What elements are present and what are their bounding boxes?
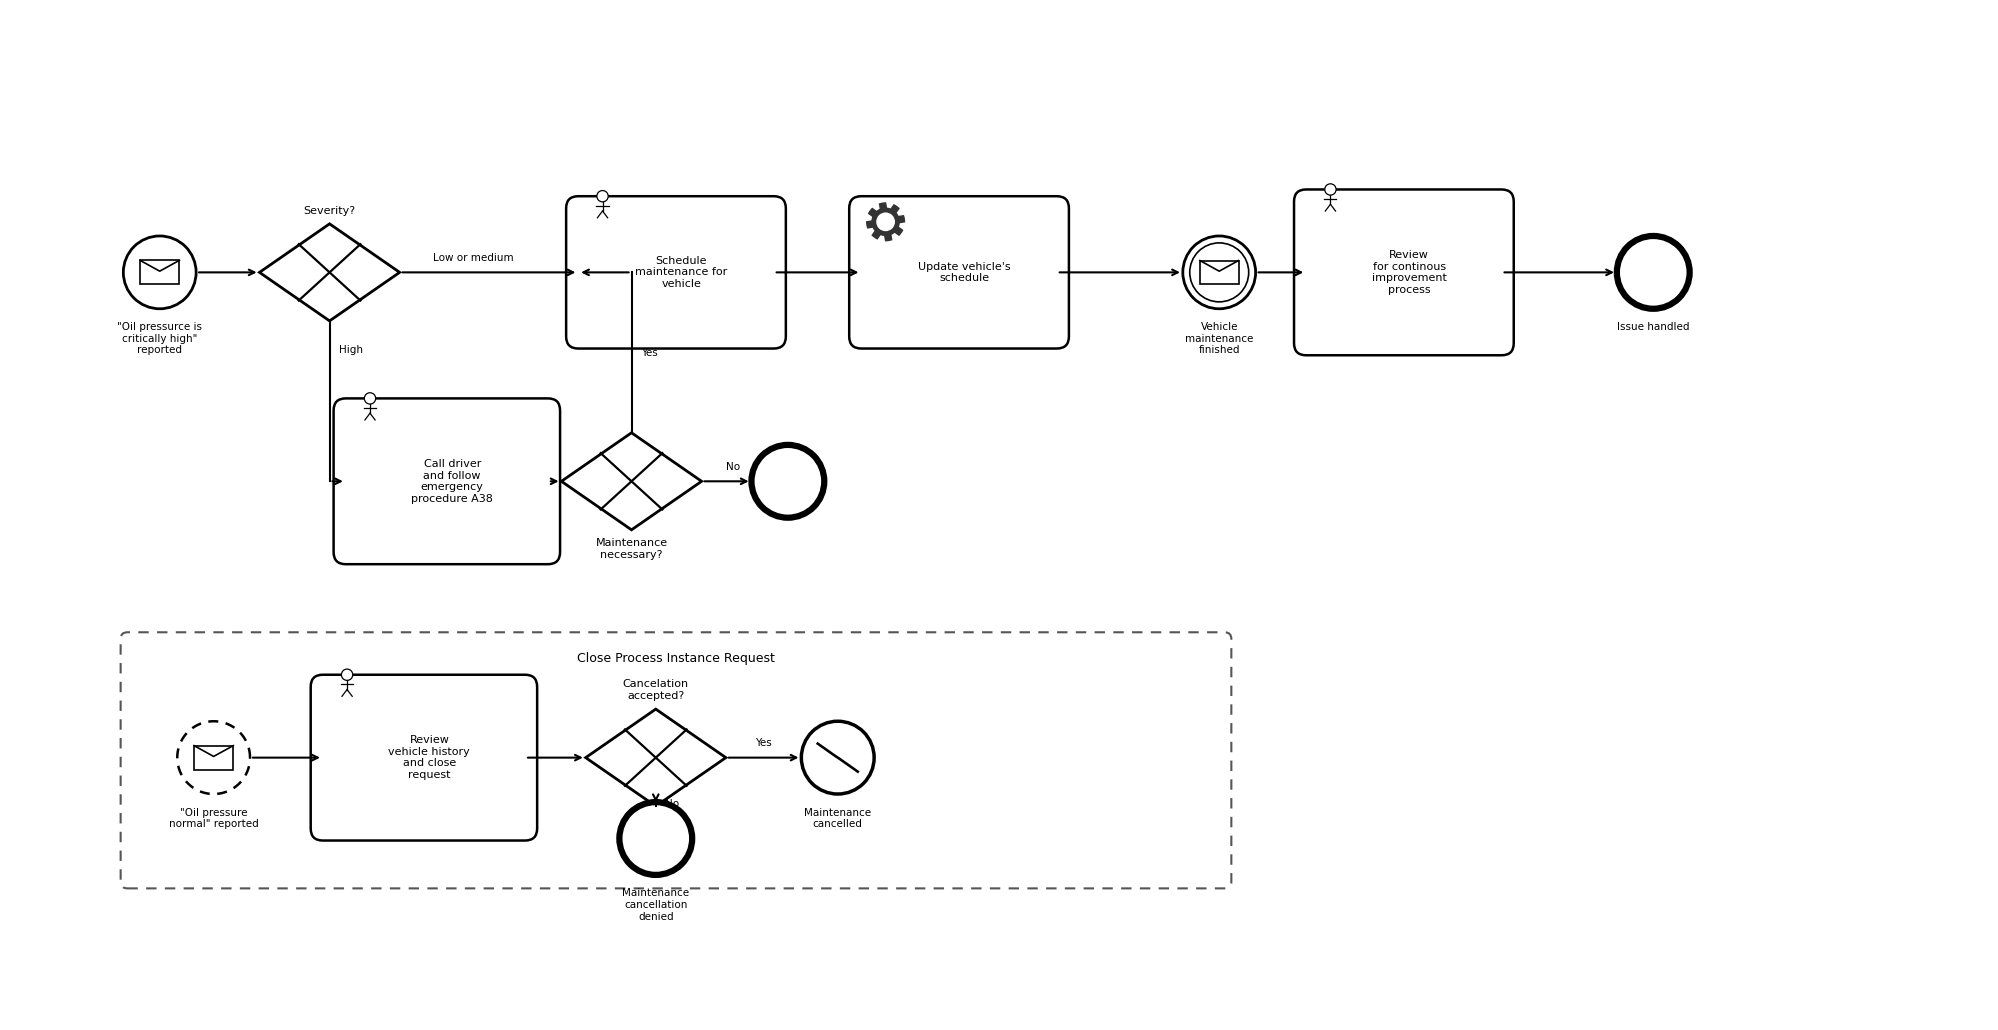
Text: Yes: Yes	[641, 347, 657, 357]
Text: Review
for continous
improvement
process: Review for continous improvement process	[1371, 250, 1447, 295]
Text: Severity?: Severity?	[304, 206, 356, 215]
Text: No: No	[725, 461, 739, 472]
Bar	[194, 746, 234, 769]
Text: "Oil pressurce is
critically high"
reported: "Oil pressurce is critically high" repor…	[118, 322, 202, 355]
Polygon shape	[561, 433, 701, 529]
Text: Call driver
and follow
emergency
procedure A38: Call driver and follow emergency procedu…	[412, 459, 494, 504]
Text: Schedule
maintenance for
vehicle: Schedule maintenance for vehicle	[635, 255, 727, 289]
FancyBboxPatch shape	[1293, 190, 1512, 355]
Text: Issue handled: Issue handled	[1616, 322, 1688, 333]
Text: Maintenance
cancellation
denied: Maintenance cancellation denied	[621, 889, 689, 922]
Text: Maintenance
cancelled: Maintenance cancelled	[803, 808, 871, 829]
Text: High: High	[340, 345, 364, 355]
FancyBboxPatch shape	[565, 196, 785, 348]
FancyBboxPatch shape	[120, 632, 1231, 889]
Circle shape	[364, 392, 376, 404]
Circle shape	[1325, 183, 1335, 195]
Circle shape	[619, 802, 691, 874]
Bar	[1199, 261, 1239, 284]
Text: Low or medium: Low or medium	[434, 253, 513, 263]
Bar	[140, 261, 180, 284]
Text: "Oil pressure
normal" reported: "Oil pressure normal" reported	[168, 808, 258, 829]
Circle shape	[751, 445, 823, 518]
FancyBboxPatch shape	[334, 399, 559, 564]
Circle shape	[1616, 236, 1688, 309]
Text: Maintenance
necessary?: Maintenance necessary?	[595, 538, 667, 559]
Polygon shape	[585, 709, 725, 806]
Polygon shape	[867, 203, 903, 241]
Text: Vehicle
maintenance
finished: Vehicle maintenance finished	[1185, 322, 1253, 355]
Circle shape	[124, 236, 196, 309]
Circle shape	[801, 721, 873, 794]
FancyBboxPatch shape	[310, 675, 537, 840]
Text: Update vehicle's
schedule: Update vehicle's schedule	[917, 262, 1011, 283]
FancyBboxPatch shape	[849, 196, 1069, 348]
Circle shape	[1189, 243, 1249, 302]
Text: No: No	[665, 799, 679, 810]
Text: Yes: Yes	[755, 739, 771, 748]
Text: Cancelation
accepted?: Cancelation accepted?	[623, 680, 689, 701]
Circle shape	[877, 213, 893, 231]
Text: Close Process Instance Request: Close Process Instance Request	[577, 652, 775, 665]
Polygon shape	[260, 224, 400, 321]
Circle shape	[597, 191, 607, 202]
Circle shape	[342, 670, 352, 681]
Circle shape	[1183, 236, 1255, 309]
Text: Review
vehicle history
and close
request: Review vehicle history and close request	[388, 735, 470, 780]
